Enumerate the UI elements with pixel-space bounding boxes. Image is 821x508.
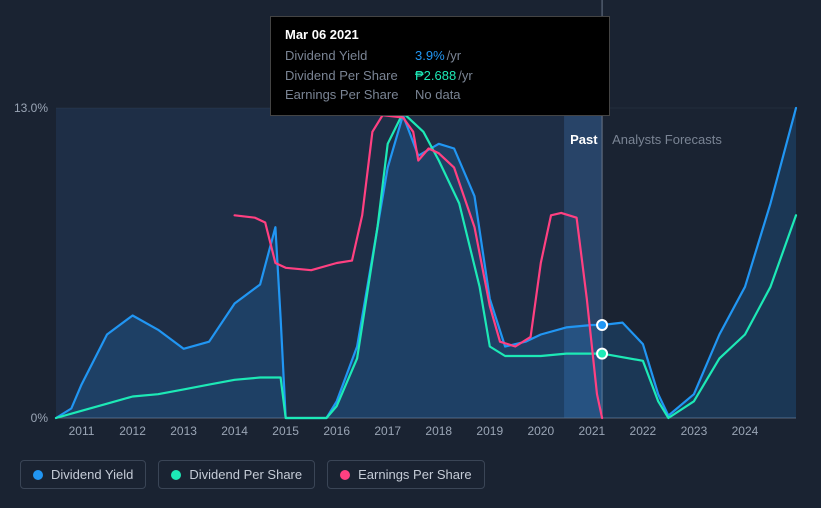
x-axis-label: 2019 xyxy=(476,424,503,438)
tooltip-date: Mar 06 2021 xyxy=(285,27,595,42)
x-axis-label: 2016 xyxy=(323,424,350,438)
chart-area[interactable]: 13.0%0% PastAnalysts Forecasts xyxy=(56,108,796,418)
x-axis-label: 2017 xyxy=(374,424,401,438)
chart-tooltip: Mar 06 2021 Dividend Yield3.9% /yrDivide… xyxy=(270,16,610,116)
x-axis-label: 2011 xyxy=(69,424,95,438)
tooltip-label: Dividend Per Share xyxy=(285,66,415,86)
tooltip-suffix: /yr xyxy=(447,46,461,66)
x-axis-label: 2012 xyxy=(119,424,146,438)
tooltip-value: No data xyxy=(415,85,461,105)
tooltip-value: ₱2.688 xyxy=(415,66,456,86)
x-axis: 2011 2012 2013 2014 2015 2016 2017 2018 2019 2020… xyxy=(56,424,796,444)
x-axis-label: 2018 xyxy=(425,424,452,438)
legend-dot-icon xyxy=(33,470,43,480)
tooltip-suffix: /yr xyxy=(458,66,472,86)
x-axis-label: 2023 xyxy=(681,424,708,438)
legend-label: Dividend Per Share xyxy=(189,467,302,482)
tooltip-row: Earnings Per ShareNo data xyxy=(285,85,595,105)
legend-label: Earnings Per Share xyxy=(358,467,471,482)
legend-item[interactable]: Dividend Yield xyxy=(20,460,146,489)
tooltip-row: Dividend Per Share₱2.688 /yr xyxy=(285,66,595,86)
x-axis-label: 2020 xyxy=(527,424,554,438)
past-label: Past xyxy=(570,132,597,147)
tooltip-row: Dividend Yield3.9% /yr xyxy=(285,46,595,66)
x-axis-label: 2015 xyxy=(272,424,299,438)
forecast-label: Analysts Forecasts xyxy=(612,132,722,147)
x-axis-label: 2021 xyxy=(579,424,606,438)
tooltip-label: Earnings Per Share xyxy=(285,85,415,105)
legend-dot-icon xyxy=(171,470,181,480)
tooltip-value: 3.9% xyxy=(415,46,445,66)
x-axis-label: 2014 xyxy=(221,424,248,438)
legend-dot-icon xyxy=(340,470,350,480)
y-axis-label: 13.0% xyxy=(14,101,48,115)
legend-label: Dividend Yield xyxy=(51,467,133,482)
y-axis-label: 0% xyxy=(31,411,48,425)
chart-svg xyxy=(56,108,796,418)
legend: Dividend Yield Dividend Per Share Earnings… xyxy=(20,460,485,489)
tooltip-label: Dividend Yield xyxy=(285,46,415,66)
x-axis-label: 2022 xyxy=(630,424,657,438)
x-axis-label: 2013 xyxy=(170,424,197,438)
legend-item[interactable]: Dividend Per Share xyxy=(158,460,315,489)
x-axis-label: 2024 xyxy=(732,424,759,438)
legend-item[interactable]: Earnings Per Share xyxy=(327,460,484,489)
